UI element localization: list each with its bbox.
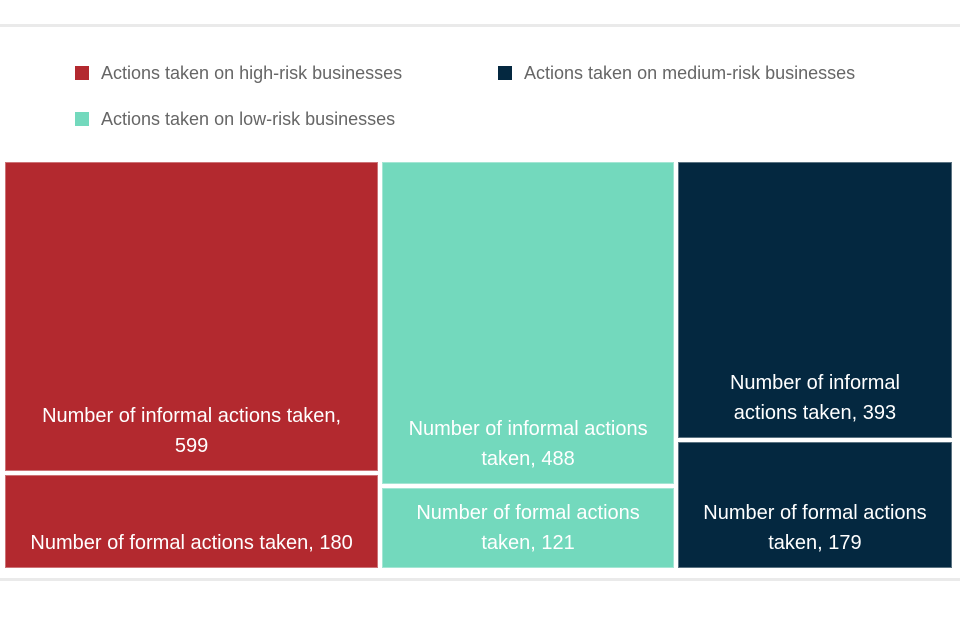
cell-label-line: Number of formal actions — [703, 501, 927, 524]
treemap-cell-high-risk-formal[interactable]: Number of formal actions taken, 180 — [5, 475, 379, 568]
medium-risk-swatch-icon — [498, 66, 512, 80]
cell-label-line: Number of informal actions — [408, 418, 648, 441]
cell-label: Number of formal actions taken, 121 — [383, 498, 673, 567]
cell-label: Number of informal actions taken, 393 — [679, 368, 951, 437]
treemap-cell-high-risk-informal[interactable]: Number of informal actions taken, 599 — [5, 162, 379, 472]
cell-label: Number of informal actions taken, 599 — [6, 401, 377, 470]
cell-label: Number of formal actions taken, 179 — [679, 498, 951, 567]
legend-item-label: Actions taken on medium-risk businesses — [524, 63, 856, 83]
cell-label-line: Number of informal — [729, 372, 900, 395]
legend-item-high-risk[interactable]: Actions taken on high-risk businesses — [75, 63, 402, 83]
legend-item-low-risk[interactable]: Actions taken on low-risk businesses — [75, 109, 395, 129]
high-risk-swatch-icon — [75, 66, 89, 80]
low-risk-swatch-icon — [75, 112, 89, 126]
top-divider — [0, 24, 960, 27]
treemap-group-high-risk: Number of informal actions taken, 599 Numb… — [5, 162, 379, 568]
treemap-cell-medium-risk-informal[interactable]: Number of informal actions taken, 393 — [677, 162, 952, 439]
bottom-divider — [0, 578, 960, 581]
treemap: Number of informal actions taken, 599 Numb… — [5, 162, 952, 568]
cell-label: Number of informal actions taken, 488 — [383, 414, 673, 483]
cell-label-line: Number of informal actions taken, — [42, 405, 342, 428]
treemap-cell-low-risk-formal[interactable]: Number of formal actions taken, 121 — [382, 488, 674, 568]
cell-label-line: taken, 179 — [768, 531, 862, 554]
legend-item-label: Actions taken on low-risk businesses — [101, 109, 396, 129]
treemap-group-medium-risk: Number of informal actions taken, 393 Numb… — [677, 162, 952, 568]
legend-item-label: Actions taken on high-risk businesses — [101, 63, 403, 83]
cell-label: Number of formal actions taken, 180 — [6, 528, 377, 567]
cell-label-line: taken, 488 — [481, 448, 575, 471]
legend-item-medium-risk[interactable]: Actions taken on medium-risk businesses — [498, 63, 855, 83]
treemap-cell-low-risk-informal[interactable]: Number of informal actions taken, 488 — [382, 162, 674, 485]
cell-label-line: 599 — [174, 435, 209, 458]
cell-label-line: Number of formal actions taken, 180 — [30, 531, 353, 554]
cell-label-line: taken, 121 — [481, 531, 575, 554]
treemap-group-low-risk: Number of informal actions taken, 488 Numb… — [382, 162, 674, 568]
treemap-cell-medium-risk-formal[interactable]: Number of formal actions taken, 179 — [677, 442, 952, 568]
cell-label-line: Number of formal actions — [416, 501, 640, 524]
cell-label-line: actions taken, 393 — [733, 402, 897, 425]
